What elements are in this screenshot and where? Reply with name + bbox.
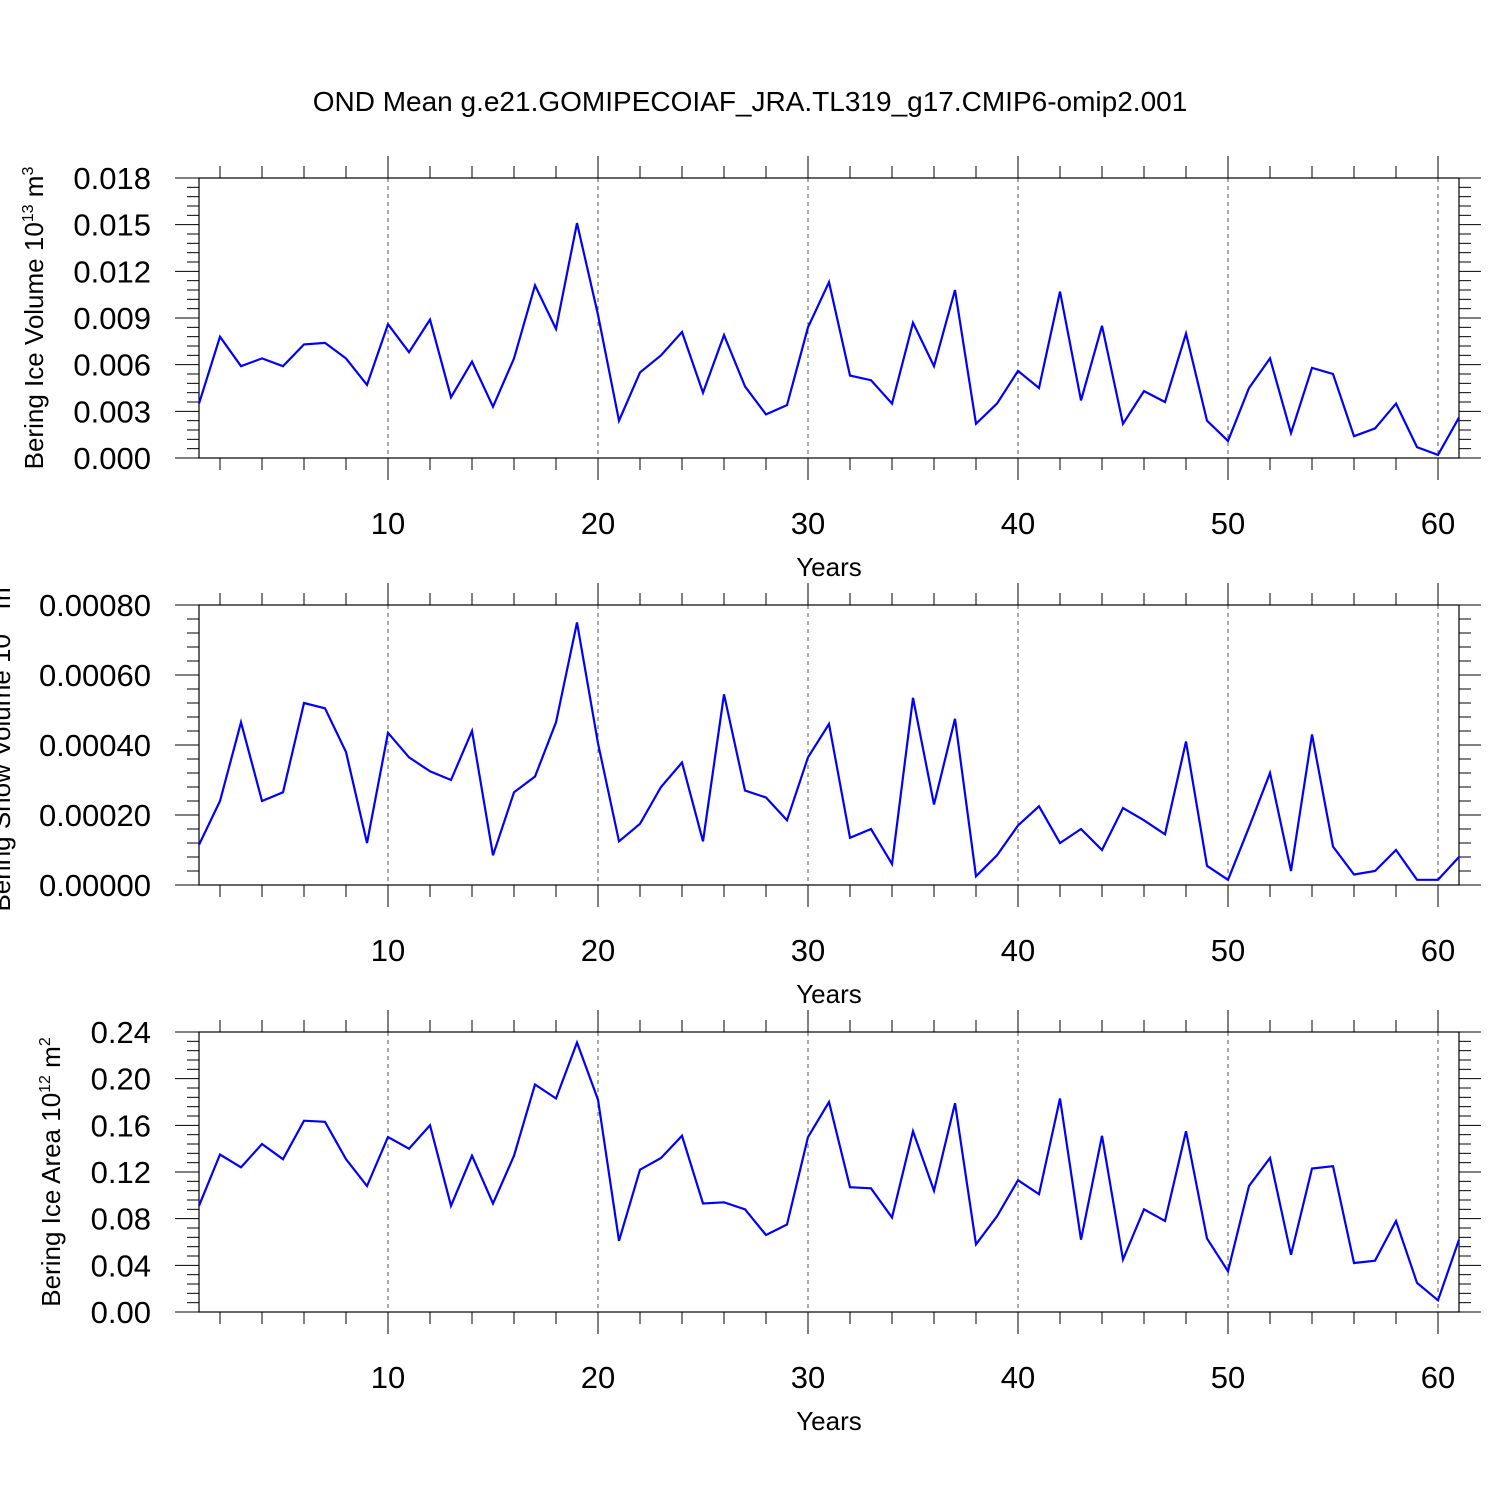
y-tick-label: 0.006 (73, 348, 151, 383)
y-tick-label: 0.00080 (39, 588, 151, 623)
y-tick-label: 0.00 (91, 1295, 151, 1330)
x-tick-label: 30 (791, 1360, 825, 1395)
panel-snow-volume: 0.00000 0.00020 0.00040 0.00060 0.00080 10 20 3… (0, 578, 1481, 1009)
y-axis-label: Bering Ice Area 1012 m2 (36, 1037, 66, 1307)
x-tick-label: 50 (1211, 506, 1245, 541)
x-tick-label: 50 (1211, 1360, 1245, 1395)
series-line (197, 222, 1460, 457)
y-tick-label: 0.018 (73, 161, 151, 196)
y-tick-label: 0.012 (73, 254, 151, 289)
y-tick-label: 0.009 (73, 301, 151, 336)
y-tick-label: 0.04 (91, 1248, 151, 1283)
y-axis-label: Bering Ice Volume 1013 m3 (19, 167, 49, 470)
y-tick-label: 0.24 (91, 1015, 151, 1050)
y-tick-label: 0.003 (73, 394, 151, 429)
x-tick-label: 20 (581, 933, 615, 968)
y-tick-label: 0.00040 (39, 728, 151, 763)
y-tick-label: 0.015 (73, 208, 151, 243)
x-tick-label: 40 (1001, 933, 1035, 968)
x-axis-label: Years (796, 1406, 862, 1436)
x-axis-label: Years (796, 979, 862, 1009)
panel-ice-area: 0.00 0.04 0.08 0.12 0.16 0.20 0.24 10 20 30 40 50 60… (36, 1010, 1481, 1436)
x-axis-label: Years (796, 552, 862, 582)
x-tick-label: 20 (581, 1360, 615, 1395)
x-tick-label: 40 (1001, 1360, 1035, 1395)
x-tick-label: 50 (1211, 933, 1245, 968)
y-tick-label: 0.12 (91, 1155, 151, 1190)
panel-ice-volume: 0.000 0.003 0.006 0.009 0.012 0.015 0.018 10 20 3… (19, 156, 1481, 582)
x-tick-label: 60 (1421, 933, 1455, 968)
y-axis-label: Bering Snow Volume 1013 m3 (0, 578, 16, 911)
y-tick-label: 0.00020 (39, 798, 151, 833)
y-tick-label: 0.00060 (39, 658, 151, 693)
x-tick-label: 30 (791, 506, 825, 541)
y-tick-label: 0.00000 (39, 868, 151, 903)
x-tick-label: 20 (581, 506, 615, 541)
y-tick-label: 0.000 (73, 441, 151, 476)
x-tick-label: 60 (1421, 1360, 1455, 1395)
x-tick-label: 40 (1001, 506, 1035, 541)
figure-title: OND Mean g.e21.GOMIPECOIAF_JRA.TL319_g17… (312, 86, 1188, 117)
series-line (198, 622, 1460, 882)
x-tick-label: 10 (371, 506, 405, 541)
y-tick-label: 0.20 (91, 1062, 151, 1097)
y-tick-label: 0.08 (91, 1202, 151, 1237)
series-line (197, 1039, 1461, 1303)
x-tick-label: 10 (371, 1360, 405, 1395)
x-tick-label: 60 (1421, 506, 1455, 541)
y-tick-label: 0.16 (91, 1108, 151, 1143)
x-tick-label: 30 (791, 933, 825, 968)
x-tick-label: 10 (371, 933, 405, 968)
